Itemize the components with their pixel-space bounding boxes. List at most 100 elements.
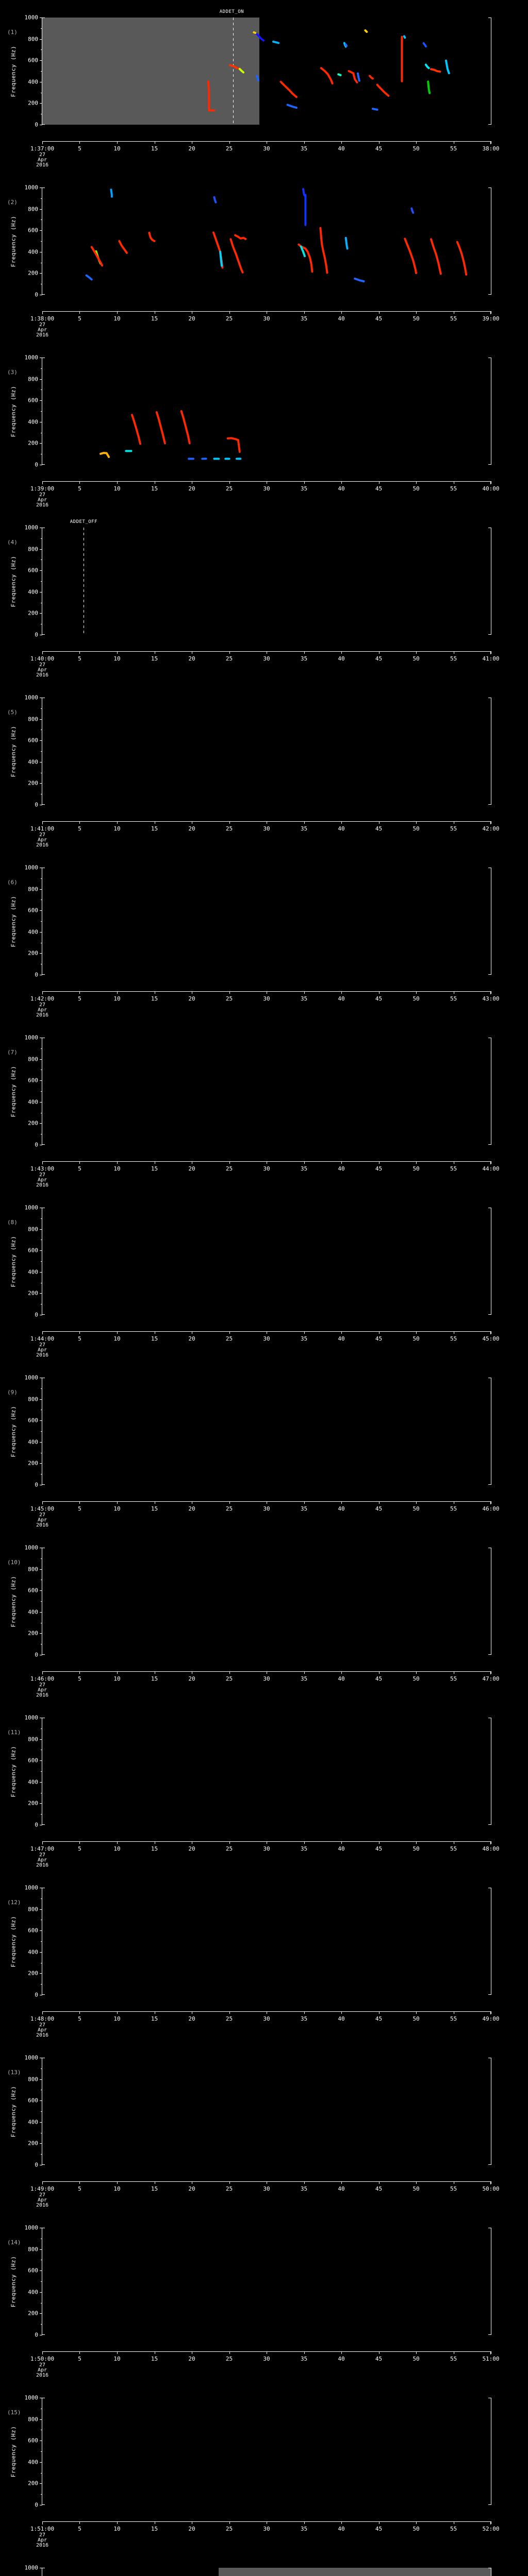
y-tick-minor [41, 368, 42, 369]
x-axis-date-part-2: 2016 [36, 672, 49, 678]
x-tick-label: 35 [300, 1335, 308, 1342]
plot-background [42, 188, 491, 295]
panel-1: (1) Frequency (Hz) 0 200 400 600 800 1000 ADDET_… [0, 6, 528, 176]
y-tick-major [40, 719, 42, 720]
y-tick-label: 200 [28, 1460, 38, 1467]
y-tick-major [40, 1803, 42, 1804]
x-axis-date-part-1: Apr [37, 667, 47, 673]
y-tick-label: 0 [35, 801, 38, 808]
x-tick [117, 821, 118, 824]
x-tick-label: 30 [263, 315, 270, 322]
x-tick-label: 40 [338, 1505, 345, 1512]
whistle-contour [230, 239, 242, 272]
whistle-contour [132, 415, 140, 444]
x-tick [117, 2351, 118, 2354]
x-tick-label: 15 [151, 995, 158, 1002]
y-tick-label: 0 [35, 971, 38, 978]
panel-index-8: (8) [7, 1219, 18, 1226]
x-tick-label: 30 [263, 485, 270, 492]
x-axis-5: 1:41:00 5 10 15 20 25 30 35 40 45 50 55 42:00 27 Apr 20… [30, 821, 500, 848]
x-axis-6: 1:42:00 5 10 15 20 25 30 35 40 45 50 55 43:00 27 Apr 20… [30, 991, 500, 1018]
x-tick-label: 35 [300, 1165, 308, 1172]
x-tick-label: 1:37:00 [30, 145, 55, 152]
x-axis-date-part-0: 27 [39, 1002, 46, 1008]
whistle-contour [182, 411, 190, 443]
y-axis-title-7: Frequency (Hz) [9, 1038, 18, 1145]
x-tick-label: 30 [263, 1505, 270, 1512]
x-axis-date-part-2: 2016 [36, 162, 49, 168]
y-axis-title-16: Frequency (Hz) [9, 2568, 18, 2576]
y-axis-title-text: Frequency (Hz) [10, 1235, 17, 1287]
y-tick-label: 0 [35, 1311, 38, 1318]
x-tick [42, 991, 43, 994]
plot-area-4: 0 200 400 600 800 1000 [25, 525, 491, 638]
y-tick-major [40, 1101, 42, 1103]
x-tick-label: 40 [338, 2355, 345, 2362]
x-axis-13: 1:49:00 5 10 15 20 25 30 35 40 45 50 55 50:00 27 Apr 20… [30, 2181, 500, 2208]
x-axis-cap-end [490, 311, 491, 314]
panel-7: (7) Frequency (Hz) 0 200 400 600 800 1000 1:43:0… [0, 1026, 528, 1196]
y-axis-title-12: Frequency (Hz) [9, 1888, 18, 1995]
x-tick-label: 45 [375, 2355, 383, 2362]
contour-track-group [42, 18, 491, 125]
y-tick-major [40, 1059, 42, 1060]
y-tick-label: 600 [28, 227, 38, 234]
whistle-contour [257, 76, 258, 80]
x-tick-label: 35 [300, 485, 308, 492]
y-tick-label: 200 [28, 950, 38, 957]
panel-index-10: (10) [7, 1559, 21, 1566]
x-tick [117, 141, 118, 144]
x-axis-cap-end [490, 2351, 491, 2354]
panel-11: (11) Frequency (Hz) 0 200 400 600 800 1000 1:47:… [0, 1706, 528, 1876]
x-tick [229, 991, 230, 994]
x-axis-date-part-0: 27 [39, 2532, 46, 2538]
x-tick [416, 1161, 417, 1164]
x-tick [42, 1841, 43, 1844]
x-tick-label: 25 [225, 485, 233, 492]
x-tick-label: 30 [263, 1335, 270, 1342]
x-axis-1: 1:37:00 5 10 15 20 25 30 35 40 45 50 55 38:00 27 Apr 20… [30, 141, 500, 168]
x-tick [42, 1161, 43, 1164]
panel-index-11: (11) [7, 1729, 21, 1736]
y-tick-major [40, 230, 42, 231]
whistle-contour [373, 109, 377, 110]
x-tick-label: 45 [375, 2185, 383, 2192]
y-tick-label: 600 [28, 567, 38, 574]
contour-tracks [42, 358, 491, 465]
x-tick [79, 1671, 80, 1674]
panel-4: (4) Frequency (Hz) 0 200 400 600 800 1000 ADDET_… [0, 516, 528, 686]
x-tick-label: 42:00 [482, 825, 500, 832]
y-tick-major [40, 103, 42, 104]
x-tick-label: 35 [300, 1505, 308, 1512]
x-tick-label: 1:40:00 [30, 655, 55, 662]
y-tick-major [40, 1420, 42, 1421]
y-axis-title-text: Frequency (Hz) [10, 895, 17, 947]
x-tick-label: 25 [225, 2355, 233, 2362]
plot-area-9: 0 200 400 600 800 1000 [25, 1375, 491, 1488]
x-tick-label: 10 [113, 2355, 121, 2362]
y-tick-minor [41, 2281, 42, 2282]
x-axis-date-part-0: 27 [39, 662, 46, 668]
x-tick-label: 43:00 [482, 995, 500, 1002]
x-tick [378, 1161, 380, 1164]
x-tick-label: 20 [188, 2185, 195, 2192]
y-tick-major [40, 2313, 42, 2314]
y-tick-label: 800 [28, 2076, 38, 2083]
y-tick-label: 200 [28, 2310, 38, 2317]
y-tick-major [40, 2270, 42, 2272]
x-tick-label: 15 [151, 315, 158, 322]
y-tick-label: 1000 [24, 2224, 39, 2231]
y-tick-label: 400 [28, 1438, 38, 1446]
whistle-contour [157, 412, 165, 443]
panel-index-13: (13) [7, 2069, 21, 2076]
x-tick [304, 1841, 305, 1844]
x-tick [341, 1331, 342, 1334]
y-tick-minor [41, 2494, 42, 2495]
x-tick [117, 2011, 118, 2014]
x-tick-label: 46:00 [482, 1505, 500, 1512]
x-tick-label: 10 [113, 1165, 121, 1172]
x-tick [341, 2351, 342, 2354]
x-axis-date-part-2: 2016 [36, 1522, 49, 1528]
whistle-contour [240, 69, 243, 73]
x-tick-label: 10 [113, 485, 121, 492]
